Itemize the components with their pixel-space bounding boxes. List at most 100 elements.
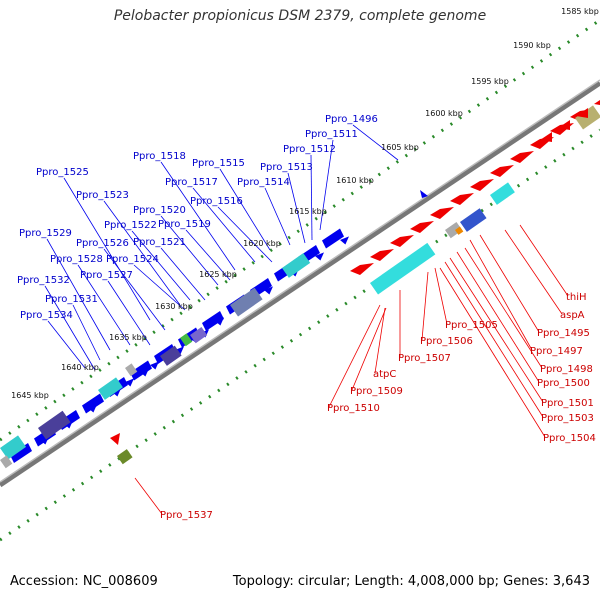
gene-label-reverse: Ppro_1507 — [398, 353, 451, 364]
tick-label: 1605 kbp — [381, 143, 419, 152]
olive-gene — [575, 105, 600, 130]
leader-line — [319, 139, 334, 231]
tick-label: 1635 kbp — [109, 333, 147, 342]
green-gene — [180, 333, 193, 347]
gene-label-forward: Ppro_1511 — [305, 129, 358, 140]
grey-gene — [0, 455, 13, 469]
leader-line — [77, 264, 131, 346]
forward-gene-arrow — [264, 286, 273, 295]
reverse-gene-arrow — [110, 433, 120, 445]
accession-text: Accession: NC_008609 — [10, 574, 158, 589]
leader-line — [351, 307, 387, 391]
tick-label: 1590 kbp — [513, 41, 551, 50]
gene-label-forward: Ppro_1529 — [19, 228, 72, 239]
leader-line — [44, 285, 96, 371]
gene-label-forward: Ppro_1526 — [76, 238, 129, 249]
tick-label: 1585 kbp — [561, 7, 599, 16]
forward-gene-arrow — [340, 236, 349, 245]
leader-line — [47, 320, 86, 369]
tick-label: 1615 kbp — [289, 207, 327, 216]
orange-gene — [455, 226, 464, 235]
tick-label: 1595 kbp — [471, 77, 509, 86]
reverse-gene-arrow — [550, 123, 574, 135]
forward-gene-arrow — [202, 311, 224, 331]
leader-line — [310, 154, 313, 241]
tick-label: 1610 kbp — [336, 176, 374, 185]
leader-line — [103, 248, 166, 331]
tick-label: 1620 kbp — [243, 239, 281, 248]
gene-label-reverse: Ppro_1503 — [541, 413, 594, 424]
leader-line — [160, 161, 236, 271]
reverse-gene-arrow — [558, 120, 570, 130]
reverse-gene-arrow — [576, 108, 588, 118]
forward-gene-arrow — [420, 190, 428, 198]
gene-label-forward: Ppro_1521 — [133, 237, 186, 248]
reverse-gene-arrow — [450, 193, 474, 205]
leader-line — [352, 124, 399, 161]
forward-gene-arrow — [130, 360, 152, 381]
gene-label-forward: Ppro_1513 — [260, 162, 313, 173]
leader-line — [374, 307, 386, 374]
tick-label: 1600 kbp — [425, 109, 463, 118]
leader-line — [160, 215, 219, 286]
leader-line — [192, 187, 256, 263]
tick-label: 1640 kbp — [61, 363, 99, 372]
leader-line — [504, 229, 563, 315]
tick-label: 1630 kbp — [155, 302, 193, 311]
reverse-gene-arrow — [490, 165, 514, 177]
gene-label-forward: Ppro_1496 — [325, 114, 378, 125]
gene-label-forward: Ppro_1515 — [192, 158, 245, 169]
gene-label-reverse: Ppro_1504 — [543, 433, 596, 444]
leader-line — [464, 247, 543, 369]
gene-label-reverse: Ppro_1510 — [327, 403, 380, 414]
outer-ruler — [0, 18, 600, 442]
gene-label-reverse: Ppro_1497 — [530, 346, 583, 357]
forward-gene-arrow — [175, 346, 184, 355]
reverse-gene-arrow — [510, 151, 534, 163]
gene-label-forward: Ppro_1534 — [20, 310, 73, 321]
purple-gene — [189, 326, 208, 344]
gene-label-reverse: Ppro_1506 — [420, 336, 473, 347]
gene-label-reverse: Ppro_1537 — [160, 510, 213, 521]
reverse-gene-arrow — [390, 235, 414, 247]
tick-label: 1645 kbp — [11, 391, 49, 400]
gene-label-reverse: aspA — [560, 310, 585, 321]
reverse-gene-arrow — [540, 132, 552, 142]
purple-gene — [160, 345, 182, 366]
reverse-gene-arrow — [410, 221, 434, 233]
leader-line — [421, 271, 429, 341]
leader-line — [469, 239, 533, 351]
gene-label-reverse: atpC — [373, 369, 396, 380]
leader-line — [185, 229, 231, 281]
gene-label-reverse: thiH — [566, 292, 587, 303]
grey-gene — [445, 221, 463, 239]
gene-label-reverse: Ppro_1501 — [541, 398, 594, 409]
forward-gene-arrow — [322, 228, 344, 249]
forward-gene-arrow — [315, 252, 324, 261]
genome-backbone — [0, 80, 600, 488]
slate-gene — [229, 287, 263, 317]
leader-line — [133, 264, 186, 311]
gene-label-forward: Ppro_1514 — [237, 177, 290, 188]
forward-gene-arrow — [150, 361, 159, 370]
tick-label: 1625 kbp — [199, 270, 237, 279]
leader-line — [287, 172, 306, 244]
gene-label-forward: Ppro_1520 — [133, 205, 186, 216]
leader-line — [160, 247, 206, 301]
olive-gene — [116, 449, 133, 465]
reverse-gene-arrow — [470, 179, 494, 191]
gene-label-forward: Ppro_1524 — [106, 254, 159, 265]
gene-label-forward: Ppro_1512 — [283, 144, 336, 155]
cyan-gene — [490, 182, 515, 205]
gene-label-forward: Ppro_1516 — [190, 196, 243, 207]
gene-label-forward: Ppro_1517 — [165, 177, 218, 188]
leader-line — [479, 234, 540, 333]
leader-line — [72, 304, 101, 361]
leader-line — [107, 280, 151, 346]
leader-line — [134, 477, 163, 515]
forward-gene-arrow — [125, 378, 134, 387]
gene-label-reverse: Ppro_1495 — [537, 328, 590, 339]
gene-label-reverse: Ppro_1509 — [350, 386, 403, 397]
leader-line — [519, 224, 569, 297]
